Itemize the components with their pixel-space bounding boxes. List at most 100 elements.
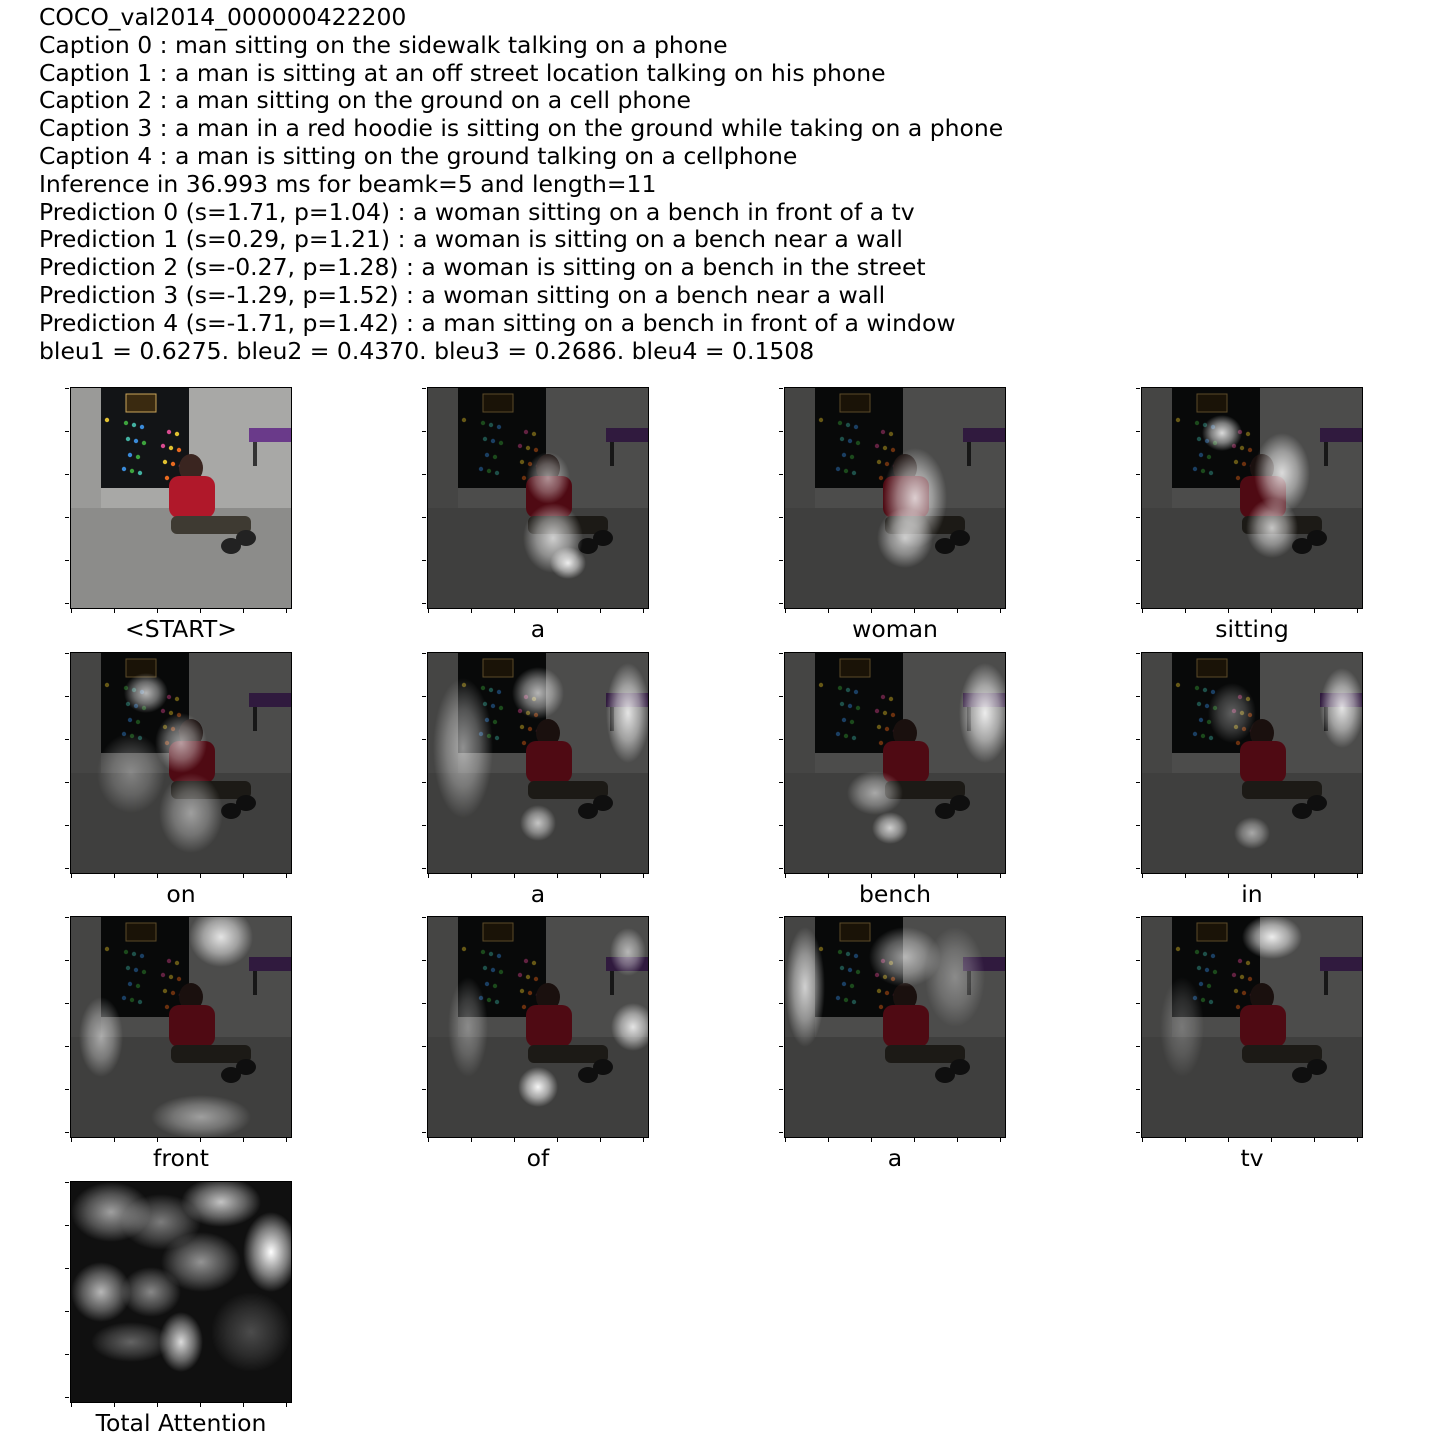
axis-tick bbox=[1185, 874, 1186, 878]
attention-glow bbox=[526, 452, 570, 504]
scene-svg bbox=[428, 388, 648, 608]
axis-tick bbox=[514, 609, 515, 613]
attention-image bbox=[70, 916, 292, 1138]
panel-label: a bbox=[358, 880, 718, 908]
axis-tick bbox=[422, 696, 426, 697]
attention-glow bbox=[151, 1095, 251, 1137]
axis-tick bbox=[471, 1138, 472, 1142]
axis-tick bbox=[114, 1138, 115, 1142]
axis-tick bbox=[65, 517, 69, 518]
axis-tick bbox=[65, 603, 69, 604]
axis-tick bbox=[422, 1046, 426, 1047]
axis-tick bbox=[422, 603, 426, 604]
attention-glow bbox=[1234, 817, 1270, 849]
axis-tick bbox=[1136, 388, 1140, 389]
axis-tick bbox=[557, 1138, 558, 1142]
scene-dot bbox=[165, 476, 169, 480]
axis-tick bbox=[779, 560, 783, 561]
attention-glow bbox=[79, 997, 123, 1077]
axis-tick bbox=[1185, 609, 1186, 613]
axis-tick bbox=[600, 1138, 601, 1142]
axis-tick bbox=[428, 609, 429, 613]
scene-sign bbox=[126, 394, 156, 412]
scene-dot bbox=[163, 460, 167, 464]
attention-glow bbox=[872, 812, 908, 844]
total-blob bbox=[91, 1322, 171, 1362]
panel-label: a bbox=[715, 1144, 1075, 1172]
axis-tick bbox=[1136, 517, 1140, 518]
scene-dot bbox=[132, 423, 136, 427]
axis-tick bbox=[779, 388, 783, 389]
attention-glow bbox=[1208, 683, 1256, 743]
attention-image bbox=[427, 652, 649, 874]
panel-label: on bbox=[1, 880, 361, 908]
axis-tick bbox=[1228, 609, 1229, 613]
axis-tick bbox=[65, 825, 69, 826]
panel-label: sitting bbox=[1072, 615, 1432, 643]
attention-image bbox=[1141, 916, 1363, 1138]
axis-tick bbox=[200, 1138, 201, 1142]
attention-image bbox=[427, 387, 649, 609]
panel-12: Total Attention bbox=[70, 1181, 292, 1403]
axis-tick bbox=[1136, 917, 1140, 918]
scene-svg bbox=[1142, 388, 1362, 608]
axis-tick bbox=[65, 1354, 69, 1355]
attention-dim bbox=[1142, 388, 1362, 608]
axis-tick bbox=[1136, 696, 1140, 697]
attention-glow bbox=[448, 977, 488, 1077]
scene-dot bbox=[134, 439, 138, 443]
panel-3: sitting bbox=[1141, 387, 1363, 609]
scene-dot bbox=[126, 437, 130, 441]
axis-tick bbox=[422, 1003, 426, 1004]
axis-tick bbox=[422, 431, 426, 432]
axis-tick bbox=[779, 517, 783, 518]
axis-tick bbox=[779, 696, 783, 697]
axis-tick bbox=[200, 874, 201, 878]
axis-tick bbox=[914, 1138, 915, 1142]
axis-tick bbox=[65, 1003, 69, 1004]
axis-tick bbox=[1000, 874, 1001, 878]
scene-dot bbox=[128, 453, 132, 457]
scene-dot bbox=[167, 430, 171, 434]
axis-tick bbox=[65, 696, 69, 697]
axis-tick bbox=[422, 560, 426, 561]
axis-tick bbox=[422, 1089, 426, 1090]
axis-tick bbox=[779, 1046, 783, 1047]
panel-6: bench bbox=[784, 652, 1006, 874]
attention-glow bbox=[520, 805, 556, 841]
axis-tick bbox=[65, 782, 69, 783]
axis-tick bbox=[422, 388, 426, 389]
scene-svg bbox=[71, 917, 291, 1137]
panel-0: <START> bbox=[70, 387, 292, 609]
axis-tick bbox=[1136, 960, 1140, 961]
axis-tick bbox=[779, 960, 783, 961]
scene-svg bbox=[71, 1182, 291, 1402]
attention-image bbox=[70, 387, 292, 609]
axis-tick bbox=[243, 1403, 244, 1407]
panel-8: front bbox=[70, 916, 292, 1138]
axis-tick bbox=[1136, 431, 1140, 432]
panel-label: in bbox=[1072, 880, 1432, 908]
panel-9: of bbox=[427, 916, 649, 1138]
axis-tick bbox=[557, 609, 558, 613]
axis-tick bbox=[65, 431, 69, 432]
axis-tick bbox=[243, 874, 244, 878]
axis-tick bbox=[1185, 1138, 1186, 1142]
attention-glow bbox=[159, 773, 223, 853]
total-blob bbox=[211, 1292, 291, 1372]
axis-tick bbox=[785, 874, 786, 878]
attention-image bbox=[70, 1181, 292, 1403]
axis-tick bbox=[65, 1397, 69, 1398]
panel-label: tv bbox=[1072, 1144, 1432, 1172]
axis-tick bbox=[114, 874, 115, 878]
axis-tick bbox=[71, 609, 72, 613]
attention-glow bbox=[97, 733, 165, 813]
attention-glow bbox=[610, 928, 646, 976]
axis-tick bbox=[1314, 874, 1315, 878]
panel-label: <START> bbox=[1, 615, 361, 643]
panel-1: a bbox=[427, 387, 649, 609]
axis-tick bbox=[1314, 609, 1315, 613]
attention-glow bbox=[433, 678, 493, 818]
axis-tick bbox=[1136, 1132, 1140, 1133]
axis-tick bbox=[65, 917, 69, 918]
